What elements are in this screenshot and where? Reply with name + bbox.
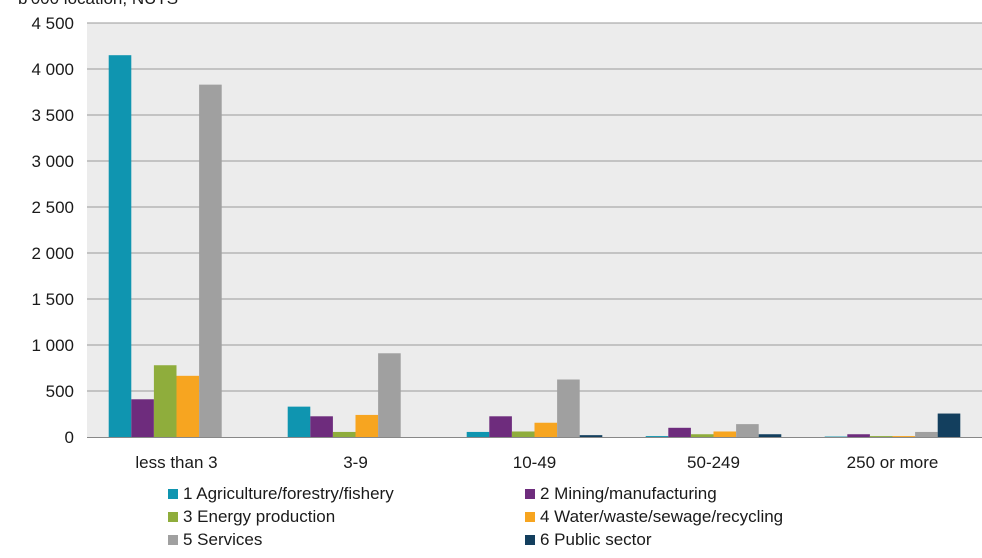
bar-3-less-than-3 xyxy=(153,365,177,437)
y-tick-label: 2 000 xyxy=(31,244,74,263)
legend-item: 6 Public sector xyxy=(525,530,925,550)
chart-title-partial: b'000 location, NUTS xyxy=(18,0,178,8)
y-tick-label: 1 500 xyxy=(31,290,74,309)
bar-5-10-49 xyxy=(557,379,580,437)
legend-swatch xyxy=(525,512,535,522)
y-tick-label: 2 500 xyxy=(31,198,74,217)
bars xyxy=(108,55,961,437)
x-tick-label: 10-49 xyxy=(513,453,556,472)
bar-2-3-9 xyxy=(310,416,333,437)
bar-1-3-9 xyxy=(287,406,311,437)
bar-4-10-49 xyxy=(534,422,558,437)
bar-3-3-9 xyxy=(332,431,356,437)
x-tick-label: 250 or more xyxy=(847,453,939,472)
legend-swatch xyxy=(525,489,535,499)
legend-swatch xyxy=(168,489,178,499)
y-tick-label: 1 000 xyxy=(31,336,74,355)
y-axis-ticks: 0 500 1 000 1 500 2 000 2 500 3 000 3 500 4 000 4… xyxy=(31,14,74,447)
bar-2-50-249 xyxy=(668,427,691,437)
bar-4-250-or-more xyxy=(892,436,916,437)
y-tick-label: 3 000 xyxy=(31,152,74,171)
bar-2-10-49 xyxy=(489,416,512,437)
legend-item: 4 Water/waste/sewage/recycling xyxy=(525,507,925,527)
x-tick-label: less than 3 xyxy=(135,453,217,472)
legend-item: 1 Agriculture/forestry/fishery xyxy=(168,484,525,504)
bar-1-less-than-3 xyxy=(108,55,132,437)
x-axis-ticks: less than 3 3-9 10-49 50-249 250 or more xyxy=(135,453,938,472)
bar-1-10-49 xyxy=(466,431,490,437)
y-tick-label: 3 500 xyxy=(31,106,74,125)
bar-2-250-or-more xyxy=(847,434,870,437)
bar-6-10-49 xyxy=(579,435,603,437)
legend: 1 Agriculture/forestry/fishery 2 Mining/m… xyxy=(168,484,948,550)
bar-5-3-9 xyxy=(378,353,401,437)
legend-label: 3 Energy production xyxy=(183,507,336,526)
legend-item: 3 Energy production xyxy=(168,507,525,527)
y-tick-label: 4 000 xyxy=(31,60,74,79)
bar-3-50-249 xyxy=(690,434,714,437)
bar-6-250-or-more xyxy=(937,413,961,437)
bar-4-3-9 xyxy=(355,414,379,437)
bar-2-less-than-3 xyxy=(131,399,154,437)
y-tick-label: 500 xyxy=(46,382,74,401)
legend-label: 2 Mining/manufacturing xyxy=(540,484,717,503)
bar-5-less-than-3 xyxy=(199,84,222,437)
gridlines xyxy=(87,22,982,392)
bar-5-250-or-more xyxy=(915,431,938,437)
bar-5-50-249 xyxy=(736,424,759,437)
x-tick-label: 3-9 xyxy=(343,453,368,472)
legend-swatch xyxy=(168,535,178,545)
y-tick-label: 4 500 xyxy=(31,14,74,33)
bar-6-50-249 xyxy=(758,434,782,437)
legend-label: 1 Agriculture/forestry/fishery xyxy=(183,484,394,503)
bar-1-50-249 xyxy=(645,436,669,437)
y-tick-label: 0 xyxy=(65,428,74,447)
bar-3-10-49 xyxy=(511,431,535,437)
plot-area xyxy=(87,23,982,437)
legend-label: 6 Public sector xyxy=(540,530,652,549)
legend-label: 4 Water/waste/sewage/recycling xyxy=(540,507,784,526)
legend-swatch xyxy=(168,512,178,522)
legend-item: 5 Services xyxy=(168,530,525,550)
legend-item: 2 Mining/manufacturing xyxy=(525,484,925,504)
bar-4-less-than-3 xyxy=(176,375,200,437)
x-tick-label: 50-249 xyxy=(687,453,740,472)
legend-label: 5 Services xyxy=(183,530,263,549)
bar-4-50-249 xyxy=(713,431,737,437)
bar-3-250-or-more xyxy=(869,436,893,437)
legend-swatch xyxy=(525,535,535,545)
